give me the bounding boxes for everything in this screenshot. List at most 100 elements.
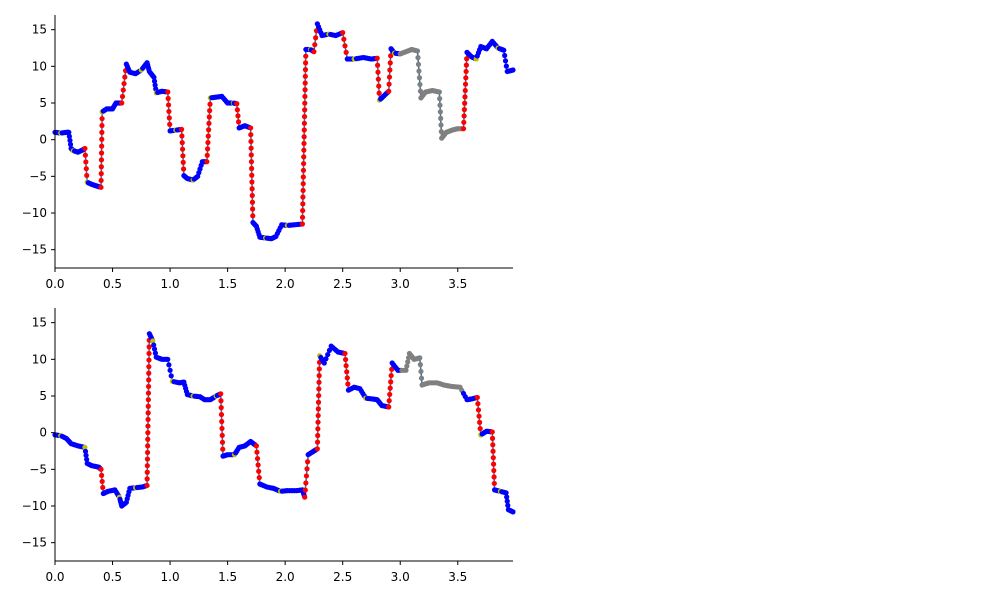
data-marker [503, 63, 509, 69]
data-marker [386, 404, 392, 410]
data-marker [84, 456, 90, 463]
data-marker [219, 439, 226, 445]
data-marker [510, 509, 516, 515]
data-marker [250, 206, 256, 212]
y-tick-label: 5 [39, 96, 47, 110]
data-marker [254, 449, 260, 455]
x-tick-label: 2.5 [333, 570, 352, 584]
data-marker [144, 482, 150, 489]
data-marker [300, 201, 306, 207]
data-marker [510, 67, 516, 73]
x-tick-label: 1.5 [218, 277, 237, 291]
data-marker [254, 455, 261, 462]
data-marker [437, 109, 443, 115]
data-marker [165, 89, 171, 95]
data-marker [504, 498, 510, 504]
data-marker [414, 48, 421, 54]
data-marker [178, 126, 185, 132]
data-marker [301, 154, 307, 160]
data-marker [146, 377, 152, 383]
data-marker [249, 186, 255, 192]
data-marker [144, 469, 150, 475]
data-marker [462, 100, 468, 106]
data-marker [204, 152, 210, 158]
x-tick-label: 3.0 [391, 277, 410, 291]
data-marker [303, 53, 309, 59]
data-marker [342, 350, 348, 357]
data-marker [145, 430, 151, 436]
data-marker [219, 425, 225, 432]
data-marker [464, 56, 470, 62]
data-marker [300, 174, 306, 180]
x-tick-label: 0.0 [45, 277, 64, 291]
series-markers-1 [52, 331, 516, 515]
data-marker [501, 47, 507, 53]
data-marker [340, 29, 346, 36]
x-tick-label: 0.5 [103, 277, 122, 291]
data-marker [151, 346, 158, 352]
data-marker [82, 444, 88, 450]
data-marker [248, 145, 254, 151]
data-marker [502, 58, 509, 64]
data-marker [300, 181, 306, 187]
data-marker [98, 177, 104, 184]
data-marker [311, 49, 317, 55]
data-marker [302, 67, 309, 73]
data-marker [388, 379, 394, 385]
data-marker [145, 436, 151, 442]
data-marker [462, 81, 469, 87]
data-marker [120, 87, 126, 93]
data-marker [490, 461, 497, 467]
data-marker [121, 80, 127, 87]
data-marker [99, 116, 105, 122]
y-tick-label: −5 [29, 169, 47, 183]
data-marker [248, 159, 255, 165]
data-marker [249, 172, 255, 178]
data-marker [302, 107, 308, 113]
data-marker [300, 207, 306, 214]
data-marker [205, 139, 211, 146]
data-marker [315, 406, 321, 412]
data-marker [301, 160, 307, 167]
data-marker [219, 418, 225, 425]
data-marker [316, 386, 322, 392]
data-marker [477, 426, 483, 432]
data-marker [418, 375, 425, 381]
data-marker [152, 82, 158, 88]
data-marker [403, 367, 409, 373]
data-marker [100, 484, 106, 491]
data-marker [375, 76, 381, 82]
data-marker [489, 435, 496, 441]
data-marker [436, 89, 442, 95]
data-marker [249, 199, 256, 205]
x-tick-label: 2.0 [276, 277, 295, 291]
data-marker [316, 373, 322, 379]
data-marker [302, 494, 308, 500]
data-marker [166, 362, 172, 368]
data-marker [489, 429, 495, 435]
data-marker [146, 350, 152, 357]
data-marker [234, 101, 240, 107]
data-marker [253, 443, 259, 449]
data-marker [218, 411, 225, 418]
data-marker [83, 166, 89, 172]
data-marker [206, 120, 212, 126]
series-line-1 [54, 333, 514, 513]
data-marker [463, 75, 469, 81]
y-tick-label: −15 [22, 536, 47, 550]
y-tick-label: 15 [32, 23, 47, 37]
data-marker [255, 462, 261, 468]
data-marker [165, 356, 171, 362]
data-marker [83, 159, 89, 165]
data-marker [504, 494, 510, 500]
data-marker [345, 381, 351, 387]
data-marker [386, 74, 393, 80]
data-marker [301, 113, 308, 120]
data-marker [220, 446, 226, 452]
data-marker [438, 115, 444, 121]
data-marker [316, 366, 322, 372]
data-marker [491, 480, 497, 487]
data-marker [180, 159, 186, 165]
x-tick-label: 1.0 [161, 277, 180, 291]
